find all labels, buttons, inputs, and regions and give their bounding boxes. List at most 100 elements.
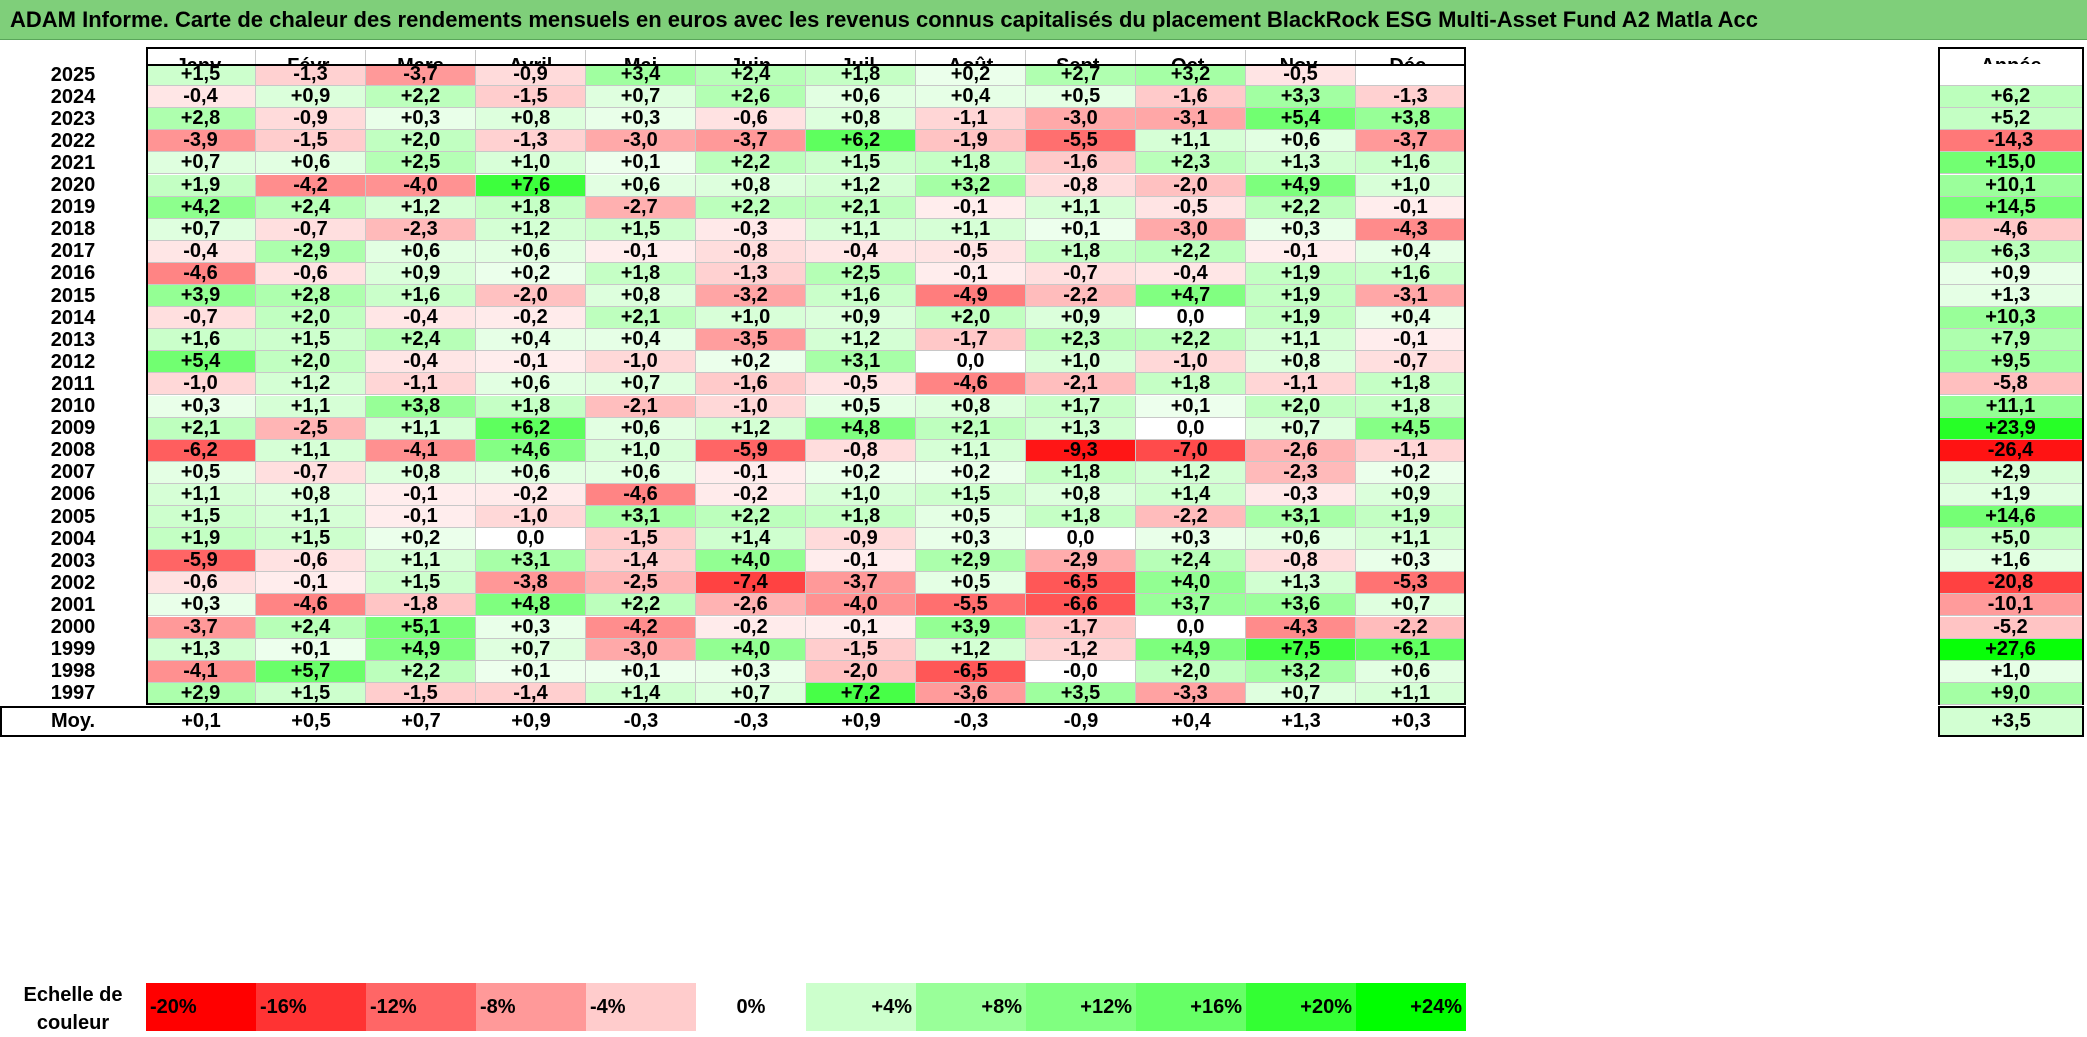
heatmap-cell: +1,5: [586, 218, 696, 241]
heatmap-cell: +3,1: [586, 505, 696, 529]
heatmap-cell: +2,0: [256, 350, 366, 374]
heatmap-cell: -1,0: [476, 505, 586, 529]
color-scale-swatch: 0%: [696, 983, 806, 1031]
heatmap-cell: +2,0: [366, 129, 476, 153]
heatmap-cell: -4,2: [256, 174, 366, 197]
heatmap-cell: +1,2: [256, 372, 366, 396]
heatmap-cell: +4,7: [1136, 284, 1246, 308]
heatmap-cell: -1,2: [1026, 638, 1136, 661]
heatmap-cell: -1,7: [916, 328, 1026, 352]
heatmap-cell: +0,6: [1246, 129, 1356, 153]
heatmap-cell: -3,1: [1356, 284, 1466, 308]
heatmap-cell: -0,2: [476, 306, 586, 330]
heatmap-cell: +0,9: [366, 262, 476, 285]
year-label: 2016: [50, 262, 96, 285]
heatmap-cell: -1,1: [1246, 372, 1356, 396]
heatmap-cell: +2,2: [696, 196, 806, 219]
heatmap-cell: +1,3: [1026, 417, 1136, 440]
heatmap-cell: +2,2: [696, 151, 806, 175]
heatmap-cell: +7,6: [476, 174, 586, 197]
heatmap-cell: -0,9: [256, 107, 366, 131]
heatmap-cell: -0,1: [476, 350, 586, 374]
year-label: 2022: [50, 129, 96, 152]
year-label: 2019: [50, 196, 96, 219]
heatmap-cell: -0,5: [1246, 63, 1356, 87]
heatmap-cell: +1,3: [146, 638, 256, 661]
heatmap-cell: -0,9: [806, 527, 916, 551]
year-label: 2004: [50, 527, 96, 550]
heatmap-cell: +1,8: [1136, 372, 1246, 396]
heatmap-cell: +1,2: [1136, 461, 1246, 484]
heatmap-cell: +1,4: [586, 682, 696, 705]
heatmap-cell: -3,3: [1136, 682, 1246, 705]
heatmap-cell: -0,4: [806, 240, 916, 263]
heatmap-cell: +4,9: [1136, 638, 1246, 661]
annual-cell: +6,3: [1938, 240, 2084, 263]
annual-cell: -26,4: [1938, 439, 2084, 462]
heatmap-cell: -2,1: [586, 395, 696, 418]
heatmap-cell: +3,1: [1246, 505, 1356, 529]
year-label: 2023: [50, 107, 96, 130]
annual-cell: -14,3: [1938, 129, 2084, 153]
heatmap-cell: +0,5: [806, 395, 916, 418]
heatmap-cell: +2,0: [256, 306, 366, 330]
heatmap-cell: +0,1: [476, 660, 586, 683]
heatmap-cell: +1,9: [1246, 262, 1356, 285]
heatmap-cell: +2,6: [696, 85, 806, 109]
heatmap-cell: -0,9: [476, 63, 586, 87]
heatmap-cell: -1,9: [916, 129, 1026, 153]
heatmap-cell: +0,3: [696, 660, 806, 683]
heatmap-cell: +0,1: [256, 638, 366, 661]
heatmap-cell: -0,8: [696, 240, 806, 263]
annual-cell: -4,6: [1938, 218, 2084, 241]
color-scale-swatch: +4%: [806, 983, 916, 1031]
average-cell: +0,9: [806, 706, 916, 738]
heatmap-cell: +3,6: [1246, 593, 1356, 617]
year-label: 2018: [50, 218, 96, 241]
heatmap-cell: +5,4: [1246, 107, 1356, 131]
year-label: 2002: [50, 571, 96, 594]
heatmap-cell: +2,9: [146, 682, 256, 705]
heatmap-cell: +0,1: [586, 660, 696, 683]
heatmap-cell: -7,0: [1136, 439, 1246, 462]
heatmap-cell: -1,4: [586, 549, 696, 573]
heatmap-cell: -1,0: [696, 395, 806, 418]
heatmap-cell: +1,4: [696, 527, 806, 551]
heatmap-cell: +2,0: [1246, 395, 1356, 418]
heatmap-cell: +0,2: [696, 350, 806, 374]
color-scale-swatch: +24%: [1356, 983, 1466, 1031]
heatmap-cell: +1,1: [916, 439, 1026, 462]
heatmap-cell: -2,0: [1136, 174, 1246, 197]
heatmap-cell: +0,6: [1246, 527, 1356, 551]
heatmap-cell: +0,3: [586, 107, 696, 131]
heatmap-cell: +0,1: [1136, 395, 1246, 418]
average-cell: +0,7: [366, 706, 476, 738]
heatmap-cell: +1,2: [916, 638, 1026, 661]
heatmap-cell: -5,3: [1356, 571, 1466, 595]
color-scale-swatch: +8%: [916, 983, 1026, 1031]
heatmap-cell: +0,2: [916, 63, 1026, 87]
average-cell: +0,1: [146, 706, 256, 738]
heatmap-cell: -2,0: [806, 660, 916, 683]
heatmap-cell: +2,2: [1136, 240, 1246, 263]
heatmap-cell: +1,9: [1356, 505, 1466, 529]
heatmap-cell: +1,0: [696, 306, 806, 330]
heatmap-cell: 0,0: [476, 527, 586, 551]
heatmap-cell: +2,0: [1136, 660, 1246, 683]
heatmap-cell: +1,8: [1356, 372, 1466, 396]
heatmap-cell: +0,6: [1356, 660, 1466, 683]
heatmap-cell: +1,8: [806, 505, 916, 529]
heatmap-cell: +1,1: [1246, 328, 1356, 352]
annual-cell: +1,3: [1938, 284, 2084, 308]
heatmap-cell: -5,5: [916, 593, 1026, 617]
heatmap-cell: -2,2: [1026, 284, 1136, 308]
heatmap-cell: -0,8: [1026, 174, 1136, 197]
heatmap-cell: +0,7: [586, 372, 696, 396]
heatmap-cell: -3,7: [1356, 129, 1466, 153]
heatmap-cell: +1,5: [806, 151, 916, 175]
heatmap-cell: -0,5: [1136, 196, 1246, 219]
annual-cell: +1,0: [1938, 660, 2084, 683]
year-label: 2001: [50, 593, 96, 616]
heatmap-cell: +4,0: [696, 549, 806, 573]
heatmap-cell: +3,9: [916, 616, 1026, 639]
